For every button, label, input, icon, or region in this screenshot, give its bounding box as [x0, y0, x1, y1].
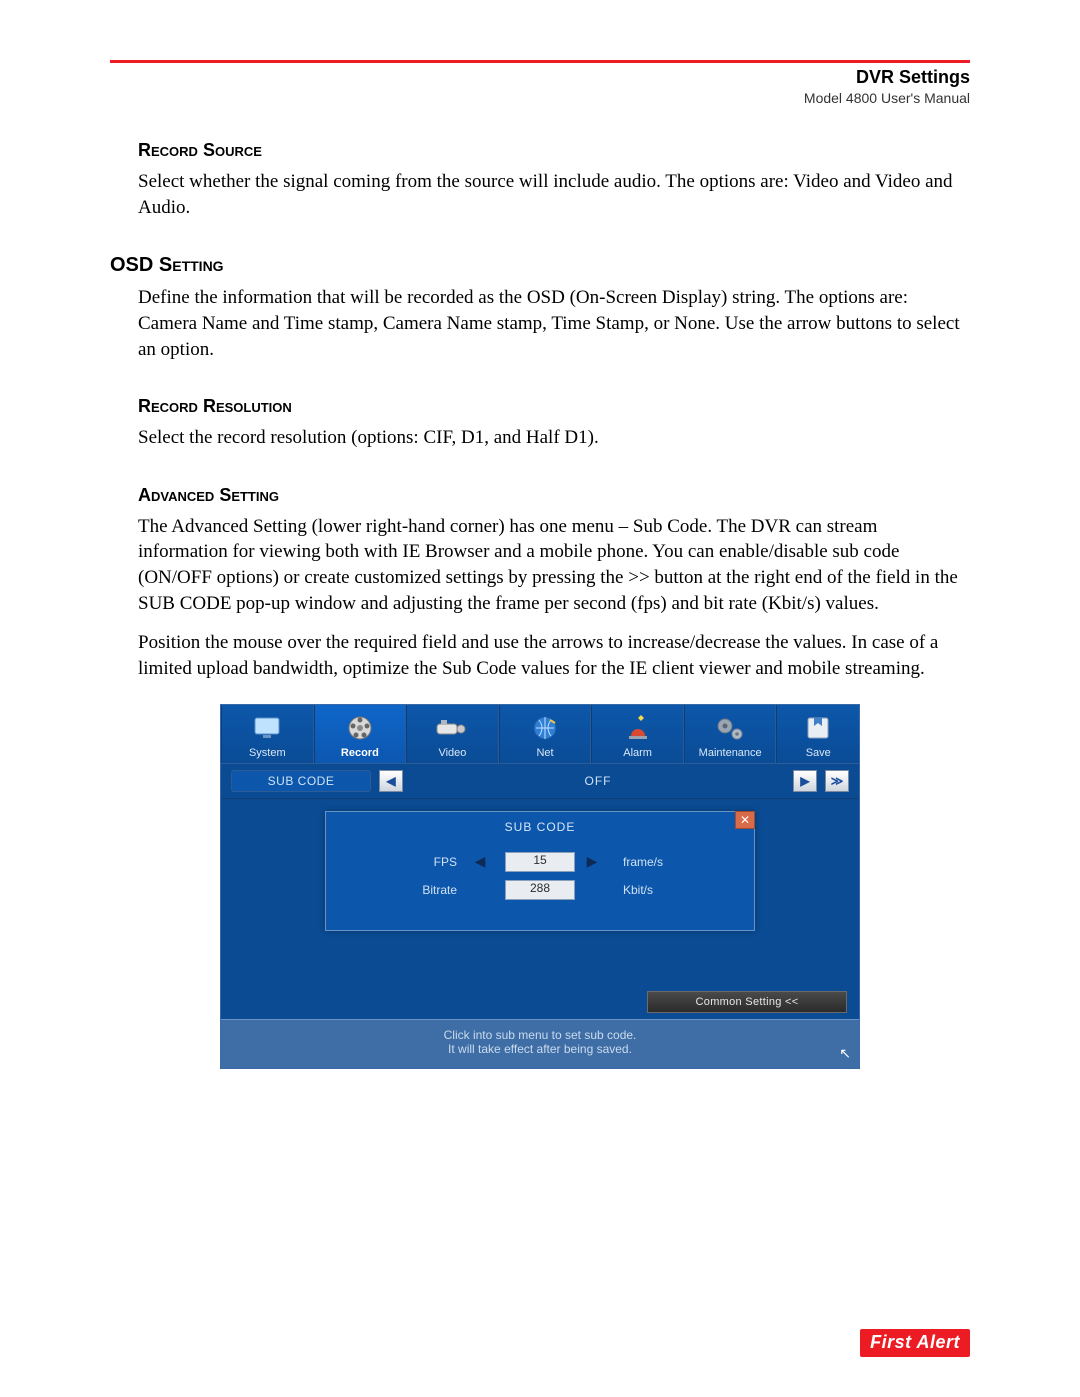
film-reel-icon [315, 711, 406, 745]
tab-net[interactable]: Net [499, 705, 592, 763]
hint-line-1: Click into sub menu to set sub code. [231, 1028, 849, 1042]
bitrate-input[interactable]: 288 [505, 880, 575, 900]
tab-save[interactable]: Save [776, 705, 859, 763]
sub-code-right-button[interactable]: ▶ [793, 770, 817, 792]
tab-alarm[interactable]: Alarm [591, 705, 684, 763]
tab-label: Net [500, 747, 591, 759]
heading-osd-setting: OSD Setting [110, 254, 970, 277]
fps-label: FPS [373, 855, 463, 869]
sub-code-label: SUB CODE [231, 770, 371, 792]
tab-label: Alarm [592, 747, 683, 759]
dvr-tab-bar: System Record Video [221, 705, 859, 763]
tab-maintenance[interactable]: Maintenance [684, 705, 777, 763]
tab-label: Record [315, 747, 406, 759]
heading-record-source: Record Source [138, 140, 970, 161]
common-setting-button[interactable]: Common Setting << [647, 991, 847, 1013]
para-record-source: Select whether the signal coming from th… [138, 169, 970, 220]
alarm-icon [592, 711, 683, 745]
page-header-subtitle: Model 4800 User's Manual [804, 90, 970, 106]
fps-increase-button[interactable]: ▶ [581, 852, 603, 872]
tab-system[interactable]: System [221, 705, 314, 763]
tab-label: Video [407, 747, 498, 759]
page-header-title: DVR Settings [856, 67, 970, 88]
camera-icon [407, 711, 498, 745]
sub-code-more-button[interactable]: ≫ [825, 770, 849, 792]
popup-title: SUB CODE [326, 812, 754, 848]
sub-code-value: OFF [411, 774, 785, 788]
save-icon [777, 711, 859, 745]
dvr-body: ✕ SUB CODE FPS ◀ 15 ▶ frame/s Bitrate ◀ … [221, 799, 859, 981]
tab-label: Save [777, 747, 859, 759]
cursor-icon: ↖ [839, 1045, 851, 1062]
fps-input[interactable]: 15 [505, 852, 575, 872]
heading-advanced-setting: Advanced Setting [138, 485, 970, 506]
sub-code-left-button[interactable]: ◀ [379, 770, 403, 792]
first-alert-logo: First Alert [860, 1329, 970, 1357]
sub-code-row: SUB CODE ◀ OFF ▶ ≫ [221, 763, 859, 799]
bitrate-label: Bitrate [373, 883, 463, 897]
hint-line-2: It will take effect after being saved. [231, 1042, 849, 1056]
monitor-icon [222, 711, 313, 745]
globe-icon [500, 711, 591, 745]
para-record-resolution: Select the record resolution (options: C… [138, 425, 970, 451]
para-advanced-setting-2: Position the mouse over the required fie… [138, 630, 970, 681]
dvr-settings-screenshot: System Record Video [220, 704, 860, 1069]
hint-bar: Click into sub menu to set sub code. It … [221, 1019, 859, 1068]
heading-record-resolution: Record Resolution [138, 396, 970, 417]
gears-icon [685, 711, 776, 745]
tab-record[interactable]: Record [314, 705, 407, 763]
tab-label: Maintenance [685, 747, 776, 759]
tab-video[interactable]: Video [406, 705, 499, 763]
common-setting-row: Common Setting << [221, 981, 859, 1019]
fps-decrease-button[interactable]: ◀ [469, 852, 491, 872]
footer-logo: First Alert [860, 1329, 970, 1357]
para-advanced-setting-1: The Advanced Setting (lower right-hand c… [138, 514, 970, 617]
para-osd-setting: Define the information that will be reco… [138, 285, 970, 362]
tab-label: System [222, 747, 313, 759]
popup-close-button[interactable]: ✕ [735, 811, 755, 829]
sub-code-popup: ✕ SUB CODE FPS ◀ 15 ▶ frame/s Bitrate ◀ … [325, 811, 755, 931]
bitrate-unit: Kbit/s [617, 883, 707, 897]
fps-unit: frame/s [617, 855, 707, 869]
header-rule [110, 60, 970, 63]
